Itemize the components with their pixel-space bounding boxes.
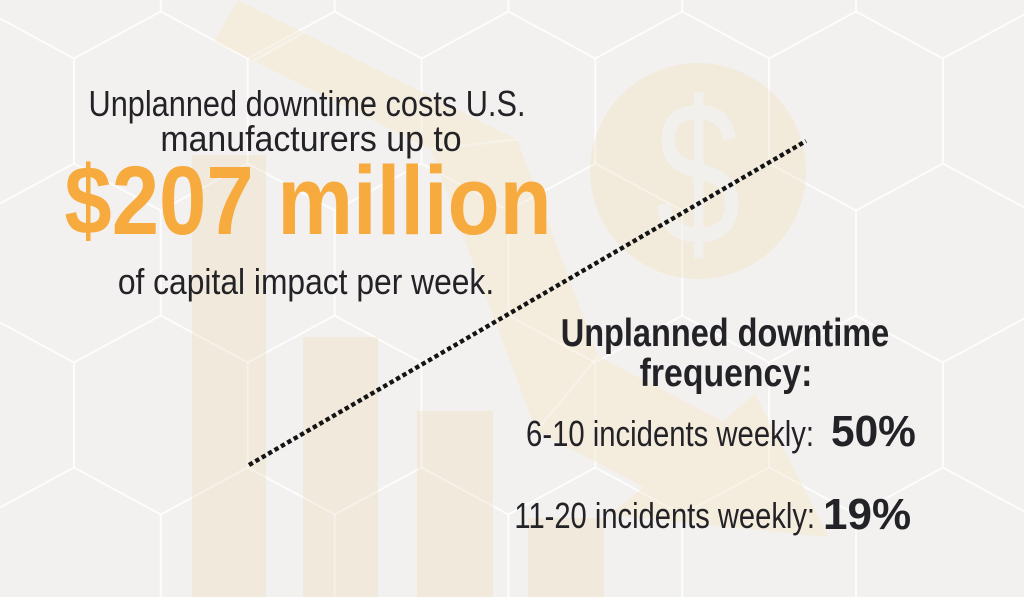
svg-text:$: $ xyxy=(655,60,741,289)
